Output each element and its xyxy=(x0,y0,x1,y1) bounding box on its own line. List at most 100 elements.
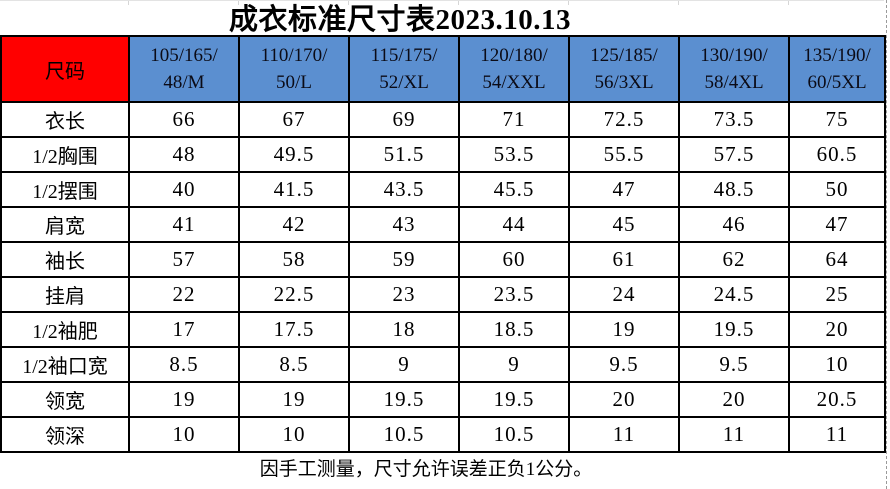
value-cell[interactable]: 19.5 xyxy=(678,311,790,348)
value-cell[interactable]: 48.5 xyxy=(678,171,790,208)
value-cell[interactable]: 58 xyxy=(238,241,350,278)
value-cell[interactable]: 18.5 xyxy=(458,311,570,348)
value-cell[interactable]: 62 xyxy=(678,241,790,278)
value-cell[interactable]: 10 xyxy=(128,416,240,453)
size-code-line: 58/4XL xyxy=(704,72,764,93)
row-label-cell[interactable]: 肩宽 xyxy=(0,206,130,243)
value-cell[interactable]: 20.5 xyxy=(788,381,886,418)
size-spec-line: 130/190/ xyxy=(700,45,768,66)
value-cell[interactable]: 23.5 xyxy=(458,276,570,313)
value-cell[interactable]: 73.5 xyxy=(678,101,790,138)
gridline-tick xyxy=(128,1,129,5)
value-cell[interactable]: 40 xyxy=(128,171,240,208)
value-cell[interactable]: 43.5 xyxy=(348,171,460,208)
footer-note[interactable]: 因手工测量，尺寸允许误差正负1公分。 xyxy=(259,458,593,480)
value-cell[interactable]: 57 xyxy=(128,241,240,278)
size-column-header[interactable]: 120/180/54/XXL xyxy=(458,35,570,103)
row-label-cell[interactable]: 1/2袖口宽 xyxy=(0,346,130,383)
value-cell[interactable]: 47 xyxy=(568,171,680,208)
value-cell[interactable]: 53.5 xyxy=(458,136,570,173)
value-cell[interactable]: 24.5 xyxy=(678,276,790,313)
value-cell[interactable]: 8.5 xyxy=(238,346,350,383)
corner-cell-size-label[interactable]: 尺码 xyxy=(0,35,130,103)
value-cell[interactable]: 49.5 xyxy=(238,136,350,173)
table-row: 领宽 19 19 19.5 19.5 20 20 20.5 xyxy=(0,381,886,418)
value-cell[interactable]: 10 xyxy=(238,416,350,453)
value-cell[interactable]: 66 xyxy=(128,101,240,138)
row-label-cell[interactable]: 1/2袖肥 xyxy=(0,311,130,348)
value-cell[interactable]: 9.5 xyxy=(568,346,680,383)
value-cell[interactable]: 9.5 xyxy=(678,346,790,383)
value-cell[interactable]: 20 xyxy=(678,381,790,418)
value-cell[interactable]: 55.5 xyxy=(568,136,680,173)
value-cell[interactable]: 11 xyxy=(678,416,790,453)
value-cell[interactable]: 19 xyxy=(568,311,680,348)
value-cell[interactable]: 19.5 xyxy=(348,381,460,418)
value-cell[interactable]: 41.5 xyxy=(238,171,350,208)
value-cell[interactable]: 9 xyxy=(458,346,570,383)
size-column-header[interactable]: 135/190/60/5XL xyxy=(788,35,886,103)
row-label-cell[interactable]: 领深 xyxy=(0,416,130,453)
table-row: 衣长 66 67 69 71 72.5 73.5 75 xyxy=(0,101,886,138)
value-cell[interactable]: 44 xyxy=(458,206,570,243)
row-label-cell[interactable]: 1/2摆围 xyxy=(0,171,130,208)
value-cell[interactable]: 47 xyxy=(788,206,886,243)
value-cell[interactable]: 23 xyxy=(348,276,460,313)
value-cell[interactable]: 61 xyxy=(568,241,680,278)
value-cell[interactable]: 11 xyxy=(568,416,680,453)
gridline-tick xyxy=(788,1,789,5)
value-cell[interactable]: 46 xyxy=(678,206,790,243)
value-cell[interactable]: 19 xyxy=(128,381,240,418)
row-label-cell[interactable]: 领宽 xyxy=(0,381,130,418)
size-code-line: 52/XL xyxy=(379,72,429,93)
value-cell[interactable]: 60 xyxy=(458,241,570,278)
value-cell[interactable]: 64 xyxy=(788,241,886,278)
value-cell[interactable]: 10.5 xyxy=(458,416,570,453)
value-cell[interactable]: 45.5 xyxy=(458,171,570,208)
value-cell[interactable]: 57.5 xyxy=(678,136,790,173)
value-cell[interactable]: 22 xyxy=(128,276,240,313)
value-cell[interactable]: 19 xyxy=(238,381,350,418)
value-cell[interactable]: 10 xyxy=(788,346,886,383)
row-label-cell[interactable]: 1/2胸围 xyxy=(0,136,130,173)
value-cell[interactable]: 19.5 xyxy=(458,381,570,418)
value-cell[interactable]: 48 xyxy=(128,136,240,173)
value-cell[interactable]: 59 xyxy=(348,241,460,278)
value-cell[interactable]: 24 xyxy=(568,276,680,313)
value-cell[interactable]: 51.5 xyxy=(348,136,460,173)
row-label-cell[interactable]: 衣长 xyxy=(0,101,130,138)
row-label-cell[interactable]: 挂肩 xyxy=(0,276,130,313)
value-cell[interactable]: 9 xyxy=(348,346,460,383)
value-cell[interactable]: 18 xyxy=(348,311,460,348)
table-row: 1/2胸围 48 49.5 51.5 53.5 55.5 57.5 60.5 xyxy=(0,136,886,173)
value-cell[interactable]: 45 xyxy=(568,206,680,243)
value-cell[interactable]: 41 xyxy=(128,206,240,243)
value-cell[interactable]: 69 xyxy=(348,101,460,138)
value-cell[interactable]: 10.5 xyxy=(348,416,460,453)
value-cell[interactable]: 17.5 xyxy=(238,311,350,348)
value-cell[interactable]: 67 xyxy=(238,101,350,138)
size-column-header[interactable]: 110/170/50/L xyxy=(238,35,350,103)
size-column-header[interactable]: 115/175/52/XL xyxy=(348,35,460,103)
row-label-cell[interactable]: 袖长 xyxy=(0,241,130,278)
value-cell[interactable]: 17 xyxy=(128,311,240,348)
value-cell[interactable]: 72.5 xyxy=(568,101,680,138)
table-row: 袖长 57 58 59 60 61 62 64 xyxy=(0,241,886,278)
value-cell[interactable]: 75 xyxy=(788,101,886,138)
value-cell[interactable]: 71 xyxy=(458,101,570,138)
value-cell[interactable]: 11 xyxy=(788,416,886,453)
table-row: 1/2摆围 40 41.5 43.5 45.5 47 48.5 50 xyxy=(0,171,886,208)
value-cell[interactable]: 25 xyxy=(788,276,886,313)
size-column-header[interactable]: 130/190/58/4XL xyxy=(678,35,790,103)
value-cell[interactable]: 20 xyxy=(568,381,680,418)
value-cell[interactable]: 42 xyxy=(238,206,350,243)
value-cell[interactable]: 43 xyxy=(348,206,460,243)
value-cell[interactable]: 22.5 xyxy=(238,276,350,313)
value-cell[interactable]: 8.5 xyxy=(128,346,240,383)
value-cell[interactable]: 60.5 xyxy=(788,136,886,173)
page-title[interactable]: 成衣标准尺寸表2023.10.13 xyxy=(228,4,571,36)
size-column-header[interactable]: 105/165/48/M xyxy=(128,35,240,103)
size-column-header[interactable]: 125/185/56/3XL xyxy=(568,35,680,103)
value-cell[interactable]: 50 xyxy=(788,171,886,208)
value-cell[interactable]: 20 xyxy=(788,311,886,348)
